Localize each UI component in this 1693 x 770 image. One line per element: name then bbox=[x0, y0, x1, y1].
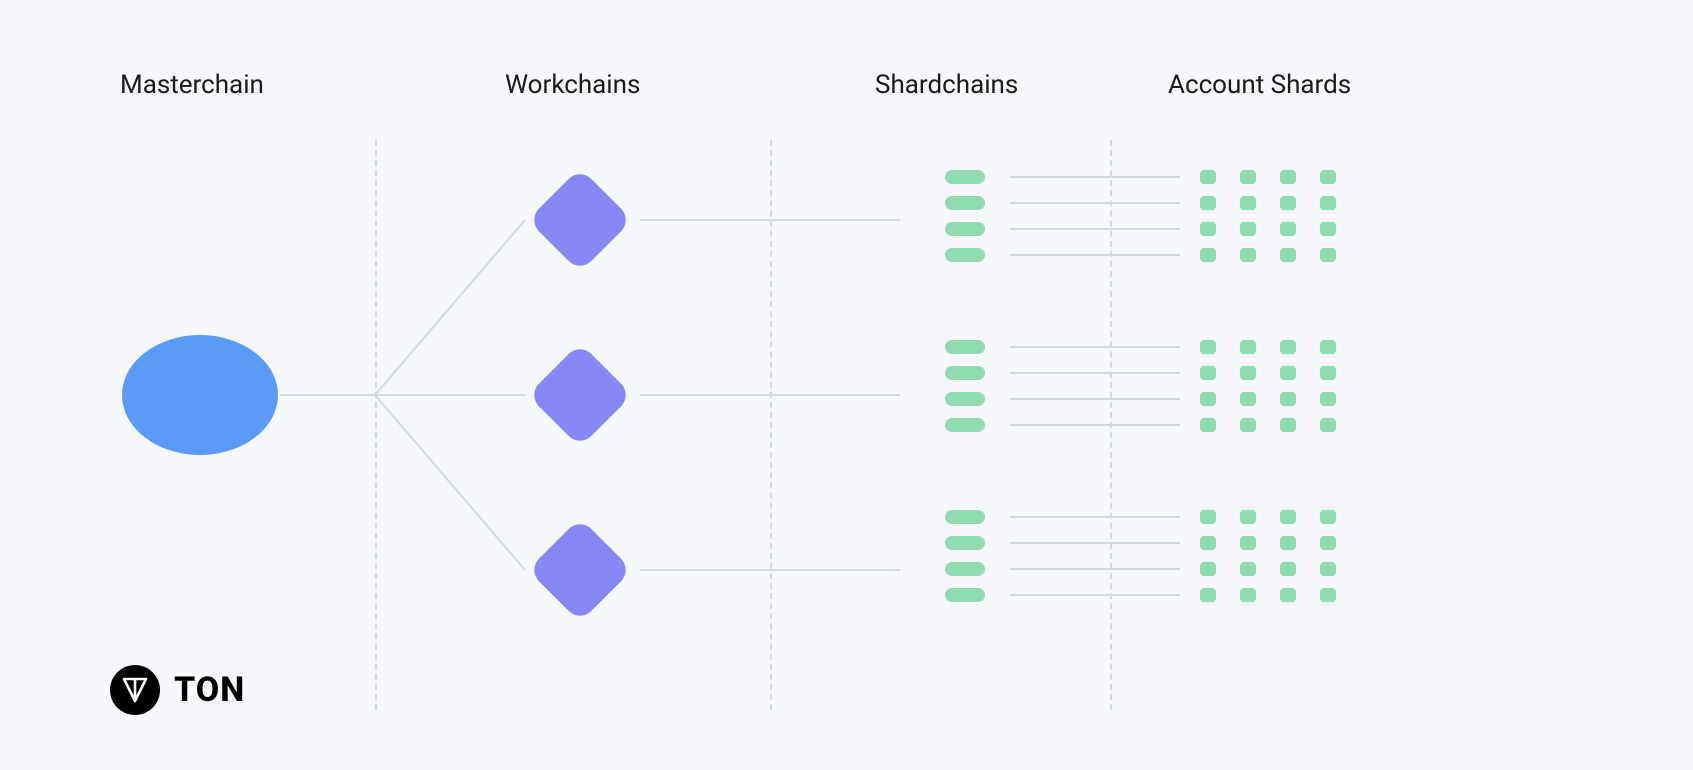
account-dot-2-2-0 bbox=[1200, 562, 1216, 576]
account-dot-2-0-2 bbox=[1280, 510, 1296, 524]
account-dot-2-0-0 bbox=[1200, 510, 1216, 524]
shardchain-pill-0-1 bbox=[945, 196, 985, 210]
divider-2 bbox=[1110, 140, 1112, 710]
col-title-workchains: Workchains bbox=[505, 70, 640, 100]
divider-1 bbox=[770, 140, 772, 710]
shardchain-pill-2-2 bbox=[945, 562, 985, 576]
account-dot-2-3-1 bbox=[1240, 588, 1256, 602]
account-dot-1-0-3 bbox=[1320, 340, 1336, 354]
workchain-node-0 bbox=[528, 168, 633, 273]
account-dot-2-3-3 bbox=[1320, 588, 1336, 602]
col-title-masterchain: Masterchain bbox=[120, 70, 264, 100]
workchain-node-1 bbox=[528, 343, 633, 448]
account-dot-1-3-1 bbox=[1240, 418, 1256, 432]
account-dot-2-1-0 bbox=[1200, 536, 1216, 550]
account-dot-1-3-2 bbox=[1280, 418, 1296, 432]
ton-logo-text: TON bbox=[174, 670, 245, 710]
shardchain-pill-0-2 bbox=[945, 222, 985, 236]
account-dot-1-3-0 bbox=[1200, 418, 1216, 432]
account-dot-0-2-3 bbox=[1320, 222, 1336, 236]
col-title-shardchains: Shardchains bbox=[875, 70, 1018, 100]
shardchain-pill-2-3 bbox=[945, 588, 985, 602]
account-dot-1-2-0 bbox=[1200, 392, 1216, 406]
account-dot-1-2-1 bbox=[1240, 392, 1256, 406]
divider-0 bbox=[375, 140, 377, 710]
shardchain-pill-2-0 bbox=[945, 510, 985, 524]
account-dot-1-1-1 bbox=[1240, 366, 1256, 380]
account-dot-0-1-2 bbox=[1280, 196, 1296, 210]
account-dot-0-2-1 bbox=[1240, 222, 1256, 236]
account-dot-1-1-3 bbox=[1320, 366, 1336, 380]
account-dot-2-1-1 bbox=[1240, 536, 1256, 550]
account-dot-1-0-2 bbox=[1280, 340, 1296, 354]
account-dot-1-2-2 bbox=[1280, 392, 1296, 406]
workchain-node-2 bbox=[528, 518, 633, 623]
ton-logo-icon bbox=[110, 665, 160, 715]
account-dot-0-3-3 bbox=[1320, 248, 1336, 262]
masterchain-node bbox=[122, 335, 278, 455]
diagram-canvas: Masterchain Workchains Shardchains Account … bbox=[0, 0, 1693, 770]
account-dot-0-0-1 bbox=[1240, 170, 1256, 184]
account-dot-2-2-1 bbox=[1240, 562, 1256, 576]
account-dot-0-2-0 bbox=[1200, 222, 1216, 236]
account-dot-2-2-3 bbox=[1320, 562, 1336, 576]
shardchain-pill-1-1 bbox=[945, 366, 985, 380]
account-dot-0-1-0 bbox=[1200, 196, 1216, 210]
shardchain-pill-1-0 bbox=[945, 340, 985, 354]
account-dot-2-1-3 bbox=[1320, 536, 1336, 550]
account-dot-2-3-2 bbox=[1280, 588, 1296, 602]
shardchain-pill-1-2 bbox=[945, 392, 985, 406]
account-dot-2-1-2 bbox=[1280, 536, 1296, 550]
account-dot-1-1-2 bbox=[1280, 366, 1296, 380]
account-dot-1-0-0 bbox=[1200, 340, 1216, 354]
account-dot-2-0-1 bbox=[1240, 510, 1256, 524]
account-dot-0-0-3 bbox=[1320, 170, 1336, 184]
account-dot-1-1-0 bbox=[1200, 366, 1216, 380]
account-dot-0-1-1 bbox=[1240, 196, 1256, 210]
account-dot-0-2-2 bbox=[1280, 222, 1296, 236]
account-dot-1-0-1 bbox=[1240, 340, 1256, 354]
account-dot-0-1-3 bbox=[1320, 196, 1336, 210]
shardchain-pill-1-3 bbox=[945, 418, 985, 432]
shardchain-pill-2-1 bbox=[945, 536, 985, 550]
shardchain-pill-0-0 bbox=[945, 170, 985, 184]
account-dot-0-3-2 bbox=[1280, 248, 1296, 262]
ton-logo: TON bbox=[110, 665, 245, 715]
account-dot-2-3-0 bbox=[1200, 588, 1216, 602]
col-title-account: Account Shards bbox=[1168, 70, 1351, 100]
account-dot-1-2-3 bbox=[1320, 392, 1336, 406]
account-dot-2-0-3 bbox=[1320, 510, 1336, 524]
shardchain-pill-0-3 bbox=[945, 248, 985, 262]
account-dot-0-0-0 bbox=[1200, 170, 1216, 184]
account-dot-2-2-2 bbox=[1280, 562, 1296, 576]
account-dot-0-3-0 bbox=[1200, 248, 1216, 262]
account-dot-0-0-2 bbox=[1280, 170, 1296, 184]
account-dot-1-3-3 bbox=[1320, 418, 1336, 432]
account-dot-0-3-1 bbox=[1240, 248, 1256, 262]
